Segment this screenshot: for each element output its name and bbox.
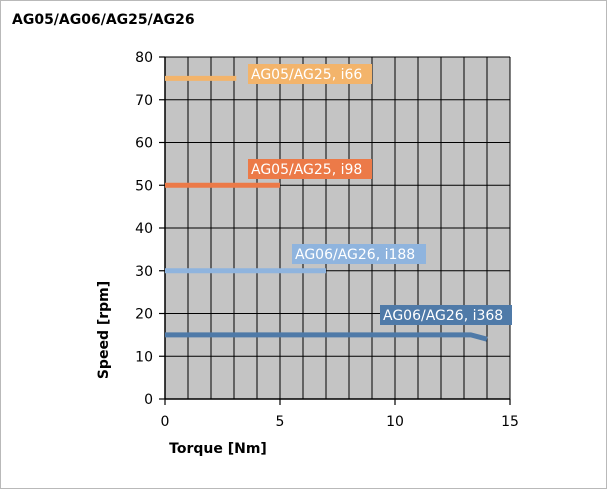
y-tick-label: 60 <box>135 136 153 152</box>
tick-labels: 0 10 20 30 40 50 60 70 80 0 5 10 15 <box>135 50 519 430</box>
y-tick-label: 0 <box>144 392 153 408</box>
x-tick-label: 5 <box>276 414 285 430</box>
y-tick-label: 20 <box>135 307 153 323</box>
series-label: AG05/AG25, i66 <box>251 67 362 83</box>
series-group <box>165 75 488 342</box>
x-tick-label: 15 <box>501 414 519 430</box>
y-tick-label: 40 <box>135 221 153 237</box>
series-label-background <box>248 159 372 179</box>
series-line <box>165 332 488 342</box>
y-tick-label: 10 <box>135 349 153 365</box>
y-tick-label: 70 <box>135 93 153 109</box>
x-tick-label: 10 <box>386 414 404 430</box>
series-label: AG06/AG26, i188 <box>295 247 415 263</box>
y-tick-label: 80 <box>135 50 153 66</box>
series-label-background <box>380 305 512 325</box>
chart-title: AG05/AG06/AG25/AG26 <box>12 12 195 28</box>
x-tick-label: 0 <box>161 414 170 430</box>
series-labels: AG05/AG25, i66 AG05/AG25, i98 AG06/AG26, i… <box>248 64 512 325</box>
y-tick-label: 50 <box>135 178 153 194</box>
axes <box>159 56 511 405</box>
series-label: AG06/AG26, i368 <box>383 308 503 324</box>
y-axis-title: Speed [rpm] <box>96 281 112 379</box>
series-label-background <box>292 244 426 264</box>
x-axis-title: Torque [Nm] <box>169 441 267 457</box>
series-label: AG05/AG25, i98 <box>251 162 362 178</box>
y-tick-label: 30 <box>135 264 153 280</box>
series-label-background <box>248 64 372 84</box>
